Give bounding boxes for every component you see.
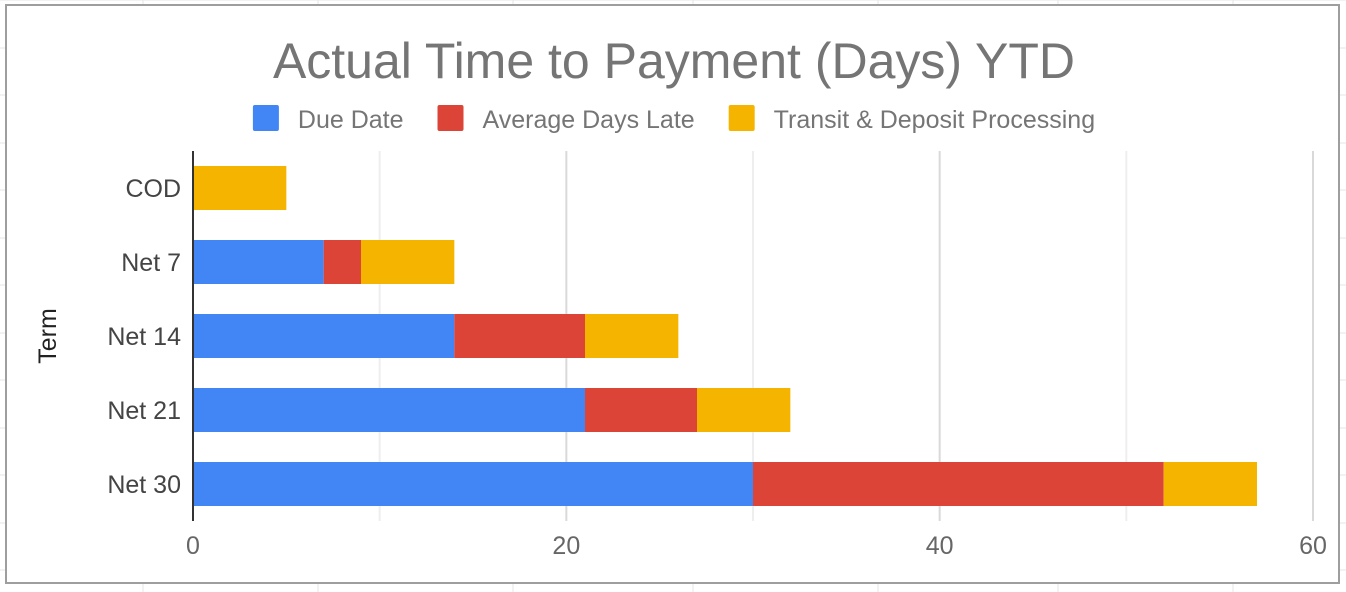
stacked-bar-chart: Actual Time to Payment (Days) YTD Due Dat… xyxy=(34,33,1327,560)
legend-label-transit-and-deposit-processing: Transit & Deposit Processing xyxy=(774,106,1095,134)
category-label-net-21: Net 21 xyxy=(107,397,181,425)
legend-swatch-transit-and-deposit-processing xyxy=(728,105,755,131)
chart-title: Actual Time to Payment (Days) YTD xyxy=(273,33,1075,89)
bar-net-21-transit-and-deposit-processing xyxy=(697,388,791,432)
bar-net-30-transit-and-deposit-processing xyxy=(1163,462,1257,506)
legend-swatch-due-date xyxy=(252,105,279,131)
chart-container[interactable]: Actual Time to Payment (Days) YTD Due Dat… xyxy=(5,4,1340,584)
bar-net-14-transit-and-deposit-processing xyxy=(585,314,679,358)
bar-cod-transit-and-deposit-processing xyxy=(193,166,287,210)
legend-label-average-days-late: Average Days Late xyxy=(483,106,695,134)
gridlines xyxy=(378,151,1314,521)
legend-label-due-date: Due Date xyxy=(298,106,404,134)
x-tick-label: 0 xyxy=(186,532,200,560)
y-axis-label: Term xyxy=(34,308,62,364)
legend-item-transit-and-deposit-processing: Transit & Deposit Processing xyxy=(728,105,1095,134)
legend-item-due-date: Due Date xyxy=(252,105,404,134)
bars xyxy=(193,166,1257,506)
legend-swatch-average-days-late xyxy=(437,105,464,131)
x-tick-label: 60 xyxy=(1299,532,1327,560)
x-tick-label: 40 xyxy=(926,532,954,560)
bar-net-7-due-date xyxy=(193,240,324,284)
legend: Due Date Average Days Late Transit & Depos… xyxy=(252,105,1095,134)
x-tick-label: 20 xyxy=(552,532,580,560)
bar-net-14-due-date xyxy=(193,314,455,358)
bar-net-21-due-date xyxy=(193,388,585,432)
bar-net-14-average-days-late xyxy=(454,314,585,358)
bar-net-30-due-date xyxy=(193,462,753,506)
bar-net-30-average-days-late xyxy=(753,462,1164,506)
bar-net-21-average-days-late xyxy=(585,388,697,432)
bar-net-7-average-days-late xyxy=(323,240,361,284)
category-label-net-7: Net 7 xyxy=(121,249,181,277)
legend-item-average-days-late: Average Days Late xyxy=(437,105,695,134)
category-label-net-14: Net 14 xyxy=(107,323,181,351)
category-label-cod: COD xyxy=(125,175,181,203)
category-label-net-30: Net 30 xyxy=(107,471,181,499)
bar-net-7-transit-and-deposit-processing xyxy=(361,240,455,284)
